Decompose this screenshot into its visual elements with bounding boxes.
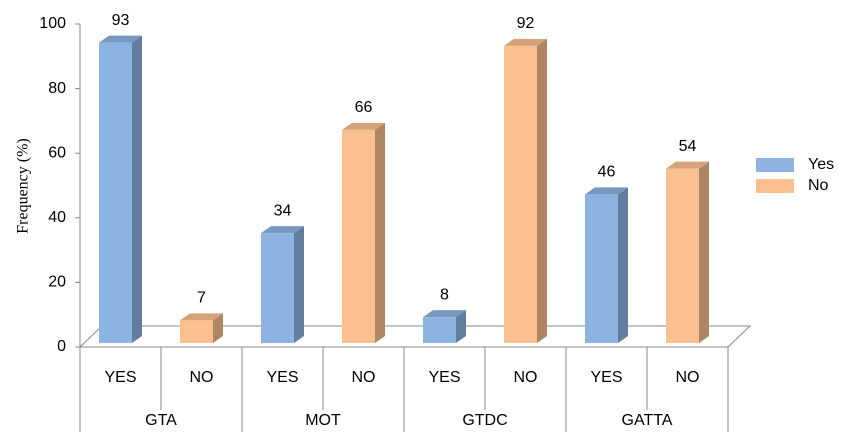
y-tick-label: 80 [48,80,66,97]
sub-label: NO [676,369,700,386]
bar-top [585,187,628,195]
sub-label: NO [352,369,376,386]
bar-side [375,122,385,343]
value-label: 46 [598,164,616,181]
group-label: GTDC [462,412,507,429]
bar-side [294,226,304,343]
value-label: 8 [440,286,449,303]
value-label: 54 [679,138,697,155]
sub-label: YES [428,369,460,386]
group-label: GATTA [622,412,673,429]
bar [261,233,294,343]
value-label: 93 [112,12,130,29]
sub-label: YES [590,369,622,386]
bar-top [180,313,223,321]
bar-top [666,161,709,169]
bar-top [99,35,142,43]
bar [99,42,132,344]
legend-label: Yes [808,156,834,173]
bar-top [504,38,547,46]
bar [180,320,213,343]
legend-label: No [808,177,829,194]
bar [342,129,375,343]
sub-label: NO [190,369,214,386]
value-label: 66 [355,99,373,116]
value-label: 92 [517,15,535,32]
sub-label: YES [266,369,298,386]
legend-swatch [756,158,794,172]
bar-side [213,313,223,343]
value-label: 7 [197,290,206,307]
bar [423,317,456,343]
bar-top [342,122,385,130]
y-tick-label: 60 [48,144,66,161]
group-label: GTA [145,412,177,429]
bar-side [699,161,709,343]
bar-top [423,310,466,318]
legend-swatch [756,179,794,193]
bar-side [132,35,142,344]
group-label: MOT [305,412,341,429]
bar [666,168,699,343]
y-tick-label: 40 [48,209,66,226]
bar-side [618,187,628,343]
floor [78,325,752,348]
bar [504,45,537,344]
bar-side [537,38,547,344]
bar-side [456,310,466,343]
sub-label: NO [514,369,538,386]
y-tick-label: 100 [39,15,66,32]
value-label: 34 [274,202,292,219]
bar [585,194,618,343]
y-tick-label: 20 [48,274,66,291]
sub-label: YES [104,369,136,386]
y-axis-title: Frequency (%) [15,138,32,234]
bar-top [261,226,304,234]
y-tick-label: 0 [57,338,66,355]
